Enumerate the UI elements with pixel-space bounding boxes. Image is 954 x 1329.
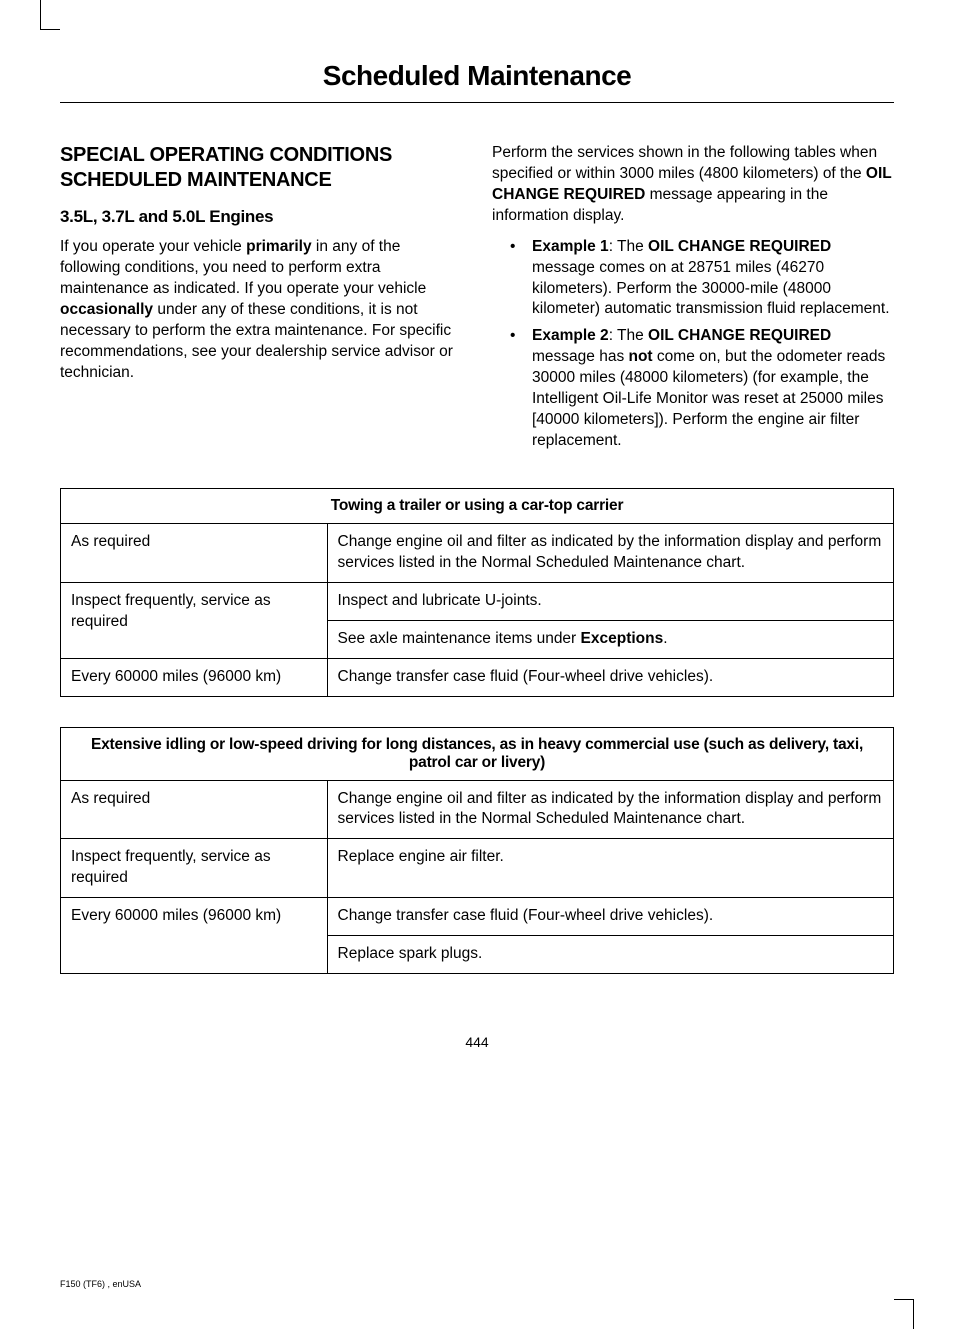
bold-text: Example 1 xyxy=(532,238,609,255)
table-cell: Every 60000 miles (96000 km) xyxy=(61,658,328,696)
footer-code: F150 (TF6) , enUSA xyxy=(60,1279,141,1289)
text: message comes on at 28751 miles (46270 k… xyxy=(532,259,890,318)
table-cell: Replace engine air filter. xyxy=(327,839,893,898)
bold-text: OIL CHANGE REQUIRED xyxy=(648,327,831,344)
crop-mark-bottom-right xyxy=(894,1299,914,1329)
right-column: Perform the services shown in the follow… xyxy=(492,143,894,458)
table-cell: Inspect and lubricate U-joints. xyxy=(327,582,893,620)
sub-heading: 3.5L, 3.7L and 5.0L Engines xyxy=(60,207,462,227)
text: If you operate your vehicle xyxy=(60,238,246,255)
right-paragraph: Perform the services shown in the follow… xyxy=(492,143,894,227)
crop-mark-top-left xyxy=(40,0,60,30)
bold-text: occasionally xyxy=(60,301,153,318)
table-header: Towing a trailer or using a car-top carr… xyxy=(61,488,894,523)
table-row: Inspect frequently, service as required … xyxy=(61,839,894,898)
table-cell: Inspect frequently, service as required xyxy=(61,582,328,658)
table-cell: Every 60000 miles (96000 km) xyxy=(61,898,328,974)
bold-text: not xyxy=(629,348,653,365)
text: . xyxy=(663,630,667,647)
table-cell: As required xyxy=(61,780,328,839)
table-row: As required Change engine oil and filter… xyxy=(61,780,894,839)
table-idling: Extensive idling or low-speed driving fo… xyxy=(60,727,894,975)
page-title: Scheduled Maintenance xyxy=(60,60,894,103)
table-cell: Change engine oil and filter as indicate… xyxy=(327,780,893,839)
table-cell: As required xyxy=(61,523,328,582)
table-header-row: Extensive idling or low-speed driving fo… xyxy=(61,727,894,780)
two-column-layout: SPECIAL OPERATING CONDITIONS SCHEDULED M… xyxy=(60,143,894,458)
table-towing: Towing a trailer or using a car-top carr… xyxy=(60,488,894,697)
text: Perform the services shown in the follow… xyxy=(492,144,877,182)
table-row: Every 60000 miles (96000 km) Change tran… xyxy=(61,658,894,696)
text: : The xyxy=(609,327,648,344)
table-row: Every 60000 miles (96000 km) Change tran… xyxy=(61,898,894,936)
table-header: Extensive idling or low-speed driving fo… xyxy=(61,727,894,780)
text: : The xyxy=(609,238,648,255)
table-cell: Change engine oil and filter as indicate… xyxy=(327,523,893,582)
bold-text: Exceptions xyxy=(581,630,664,647)
left-column: SPECIAL OPERATING CONDITIONS SCHEDULED M… xyxy=(60,143,462,458)
table-row: As required Change engine oil and filter… xyxy=(61,523,894,582)
table-header-row: Towing a trailer or using a car-top carr… xyxy=(61,488,894,523)
table-cell: See axle maintenance items under Excepti… xyxy=(327,620,893,658)
bold-text: Example 2 xyxy=(532,327,609,344)
table-cell: Inspect frequently, service as required xyxy=(61,839,328,898)
table-cell: Replace spark plugs. xyxy=(327,936,893,974)
table-cell: Change transfer case fluid (Four-wheel d… xyxy=(327,658,893,696)
table-row: Inspect frequently, service as required … xyxy=(61,582,894,620)
bold-text: OIL CHANGE REQUIRED xyxy=(648,238,831,255)
left-paragraph: If you operate your vehicle primarily in… xyxy=(60,237,462,383)
list-item: Example 1: The OIL CHANGE REQUIRED messa… xyxy=(492,237,894,321)
example-list: Example 1: The OIL CHANGE REQUIRED messa… xyxy=(492,237,894,452)
text: message has xyxy=(532,348,629,365)
page-number: 444 xyxy=(60,1034,894,1050)
text: See axle maintenance items under xyxy=(338,630,581,647)
section-heading: SPECIAL OPERATING CONDITIONS SCHEDULED M… xyxy=(60,143,462,193)
list-item: Example 2: The OIL CHANGE REQUIRED messa… xyxy=(492,326,894,452)
table-cell: Change transfer case fluid (Four-wheel d… xyxy=(327,898,893,936)
bold-text: primarily xyxy=(246,238,311,255)
